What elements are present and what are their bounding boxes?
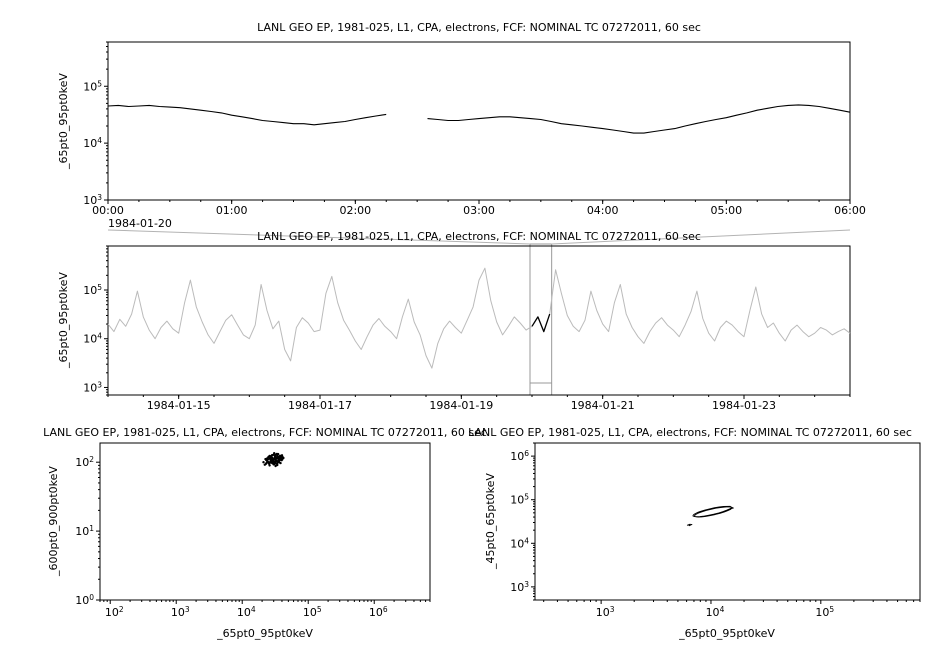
tick-label: 1984-01-17: [288, 399, 352, 412]
tick-label: 102: [75, 455, 94, 469]
tick-label: 06:00: [834, 204, 866, 217]
panel-scatter1-title: LANL GEO EP, 1981-025, L1, CPA, electron…: [43, 426, 487, 439]
tick-label: 105: [815, 605, 834, 619]
tick-label: 104: [83, 136, 102, 150]
tick-label: 1984-01-21: [571, 399, 635, 412]
plot-frame[interactable]: [99, 442, 431, 601]
tick-label: 105: [83, 283, 102, 297]
tick-label: 103: [510, 580, 529, 594]
generated-plot-graphics: 00:00 01:00 02:00 03:00 04:00 05:00 06:0010310…: [75, 41, 921, 619]
flux-correlation-600-900-points: [262, 452, 285, 468]
panel-detail[interactable]: 00:00 01:00 02:00 03:00 04:00 05:00 06:0010310…: [83, 41, 866, 217]
tick-label: 100: [75, 593, 94, 607]
tick-label: 103: [596, 605, 615, 619]
tick-label: 04:00: [587, 204, 619, 217]
panel-detail-ylabel: _65pt0_95pt0keV: [57, 73, 70, 170]
x-axis: 103 104 105: [543, 600, 921, 619]
tick-label: 106: [369, 605, 388, 619]
tick-label: 03:00: [463, 204, 495, 217]
panel-scatter1-ylabel: _600pt0_900pt0keV: [47, 466, 60, 577]
panel-context-title: LANL GEO EP, 1981-025, L1, CPA, electron…: [257, 230, 701, 243]
y-axis: 100 101 102: [75, 455, 100, 607]
panel-scatter2-ylabel: _45pt0_65pt0keV: [484, 473, 497, 570]
electron-flux-65-95keV-10day-line: [107, 267, 851, 369]
panel-scatter2-title: LANL GEO EP, 1981-025, L1, CPA, electron…: [468, 426, 912, 439]
zoom-connector-lines: [107, 229, 851, 245]
selected-interval-highlight-line: [531, 313, 551, 333]
panel-detail-context-date: 1984-01-20: [108, 217, 172, 230]
y-axis: 103 104 105: [83, 245, 108, 396]
y-axis: 103 104 105 106: [510, 442, 535, 601]
connector-line-right: [551, 229, 851, 245]
panel-scatter1-xlabel: _65pt0_95pt0keV: [216, 627, 313, 640]
x-axis: 1984-01-15 1984-01-17 1984-01-19 1984-01-21…: [107, 395, 851, 412]
panel-scatter1[interactable]: 102 103 104 105 106 100 101 102: [75, 442, 431, 619]
tick-label: 101: [75, 524, 94, 538]
plot-frame[interactable]: [107, 41, 851, 201]
zoom-selection-box[interactable]: [529, 243, 553, 395]
plot-frame[interactable]: [534, 442, 921, 601]
tick-label: 105: [510, 493, 529, 507]
electron-flux-65-95keV-line: [107, 104, 851, 134]
tick-label: 106: [510, 449, 529, 463]
tick-label: 105: [303, 605, 322, 619]
tick-label: 1984-01-19: [429, 399, 493, 412]
panel-scatter2-xlabel: _65pt0_95pt0keV: [678, 627, 775, 640]
tick-label: 1984-01-15: [147, 399, 211, 412]
tick-label: 01:00: [216, 204, 248, 217]
tick-label: 103: [83, 380, 102, 394]
tick-label: 104: [237, 605, 256, 619]
panel-scatter2[interactable]: 103 104 105 103 104 105 106: [510, 442, 921, 619]
panel-context[interactable]: 1984-01-15 1984-01-17 1984-01-19 1984-01-21…: [83, 229, 851, 412]
plot-frame[interactable]: [107, 245, 851, 396]
tick-label: 02:00: [339, 204, 371, 217]
tick-label: 1984-01-23: [712, 399, 776, 412]
tick-label: 104: [706, 605, 725, 619]
panel-detail-title: LANL GEO EP, 1981-025, L1, CPA, electron…: [257, 21, 701, 34]
x-axis: 00:00 01:00 02:00 03:00 04:00 05:00 06:00: [92, 200, 866, 217]
tick-label: 104: [510, 536, 529, 550]
tick-label: 00:00: [92, 204, 124, 217]
tick-label: 105: [83, 79, 102, 93]
connector-line-left: [107, 229, 531, 245]
tick-label: 104: [83, 332, 102, 346]
tick-label: 102: [105, 605, 124, 619]
flux-correlation-45-65-trajectory-line: [686, 505, 734, 527]
panel-context-ylabel: _65pt0_95pt0keV: [57, 272, 70, 369]
x-axis: 102 103 104 105 106: [99, 600, 431, 619]
tick-label: 05:00: [710, 204, 742, 217]
tick-label: 103: [171, 605, 190, 619]
